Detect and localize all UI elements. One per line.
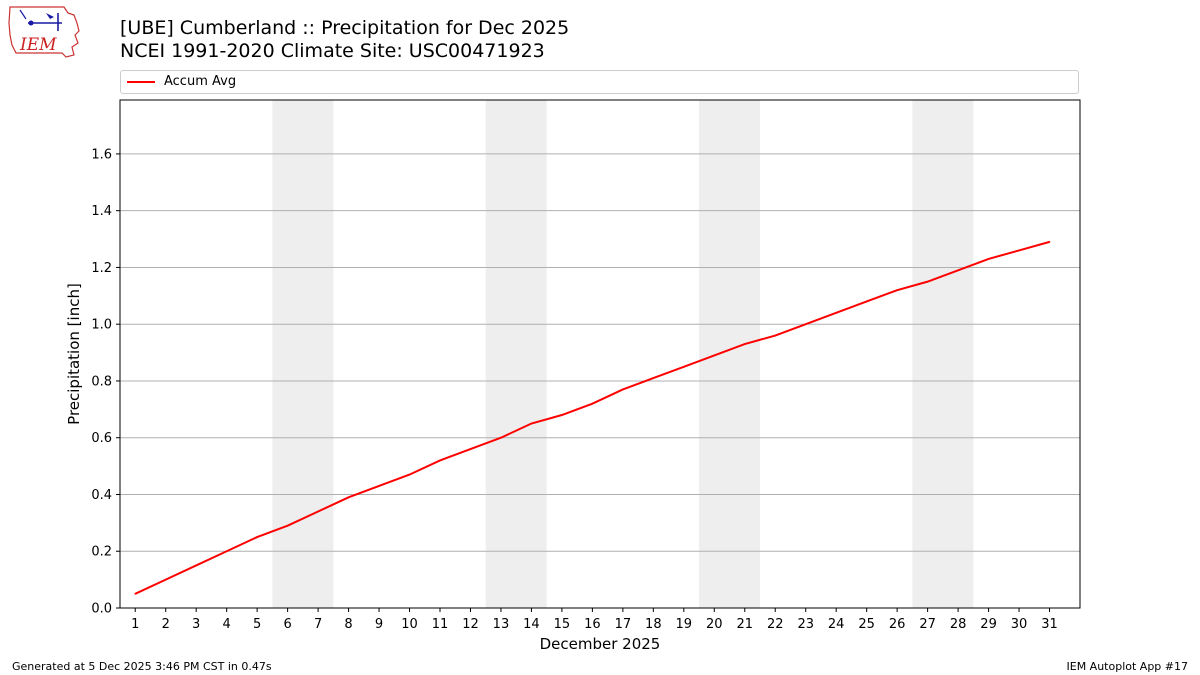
y-tick-label-3: 0.6 — [91, 431, 112, 446]
weekend-band-0 — [272, 100, 334, 608]
x-tick-label-0: 1 — [131, 617, 139, 632]
x-tick-label-3: 4 — [223, 617, 231, 632]
weekend-band-1 — [485, 100, 547, 608]
data-point-18 — [652, 377, 655, 379]
data-point-19 — [683, 365, 685, 368]
x-tick-label-9: 10 — [401, 617, 418, 632]
data-point-16 — [591, 402, 594, 405]
app-footer: IEM Autoplot App #17 — [1066, 660, 1189, 673]
iem-logo: IEM — [6, 5, 82, 63]
y-tick-label-0: 0.0 — [91, 602, 112, 617]
y-tick-label-6: 1.2 — [91, 261, 112, 276]
x-tick-label-21: 22 — [767, 617, 784, 632]
data-point-6 — [286, 524, 289, 527]
data-point-25 — [865, 300, 868, 303]
x-tick-label-6: 7 — [314, 617, 322, 632]
data-point-26 — [896, 289, 898, 291]
data-point-8 — [347, 496, 350, 499]
weekend-band-3 — [912, 100, 974, 608]
y-tick-label-5: 1.0 — [91, 318, 112, 333]
generated-footer: Generated at 5 Dec 2025 3:46 PM CST in 0… — [12, 660, 272, 673]
x-tick-label-28: 29 — [980, 617, 997, 632]
legend: Accum Avg — [120, 70, 1079, 94]
data-point-20 — [713, 354, 716, 357]
x-tick-label-11: 12 — [462, 617, 479, 632]
x-tick-label-17: 18 — [645, 617, 662, 632]
y-tick-label-7: 1.4 — [91, 204, 112, 219]
data-point-17 — [622, 388, 624, 391]
x-tick-label-13: 14 — [523, 617, 540, 632]
data-point-28 — [957, 269, 959, 272]
data-point-30 — [1018, 249, 1020, 252]
data-point-31 — [1048, 241, 1051, 243]
x-tick-label-14: 15 — [554, 617, 571, 632]
data-point-14 — [530, 422, 533, 425]
data-point-5 — [256, 536, 258, 538]
x-tick-label-5: 6 — [283, 617, 291, 632]
data-point-4 — [225, 550, 228, 553]
x-tick-label-19: 20 — [706, 617, 723, 632]
data-point-12 — [469, 448, 472, 450]
data-point-1 — [134, 593, 137, 595]
legend-label: Accum Avg — [164, 74, 237, 89]
x-tick-label-12: 13 — [493, 617, 510, 632]
x-tick-label-22: 23 — [797, 617, 814, 632]
legend-swatch — [127, 81, 155, 83]
y-tick-label-8: 1.6 — [91, 147, 112, 162]
x-tick-label-10: 11 — [432, 617, 449, 632]
y-tick-label-4: 0.8 — [91, 374, 112, 389]
y-axis-label: Precipitation [inch] — [65, 283, 83, 425]
data-point-15 — [561, 414, 563, 416]
plot-frame — [119, 99, 1081, 609]
logo-text: IEM — [19, 35, 57, 55]
x-tick-label-24: 25 — [858, 617, 875, 632]
x-tick-label-26: 27 — [919, 617, 936, 632]
x-tick-label-8: 9 — [375, 617, 383, 632]
chart-subtitle: NCEI 1991-2020 Climate Site: USC00471923 — [120, 40, 545, 62]
data-point-22 — [774, 334, 777, 337]
x-tick-label-4: 5 — [253, 617, 261, 632]
x-axis-label: December 2025 — [540, 635, 661, 653]
data-point-29 — [987, 258, 990, 260]
data-point-21 — [743, 343, 746, 345]
x-tick-label-2: 3 — [192, 617, 200, 632]
data-point-24 — [835, 312, 837, 314]
x-tick-label-25: 26 — [889, 617, 906, 632]
x-tick-label-7: 8 — [344, 617, 352, 632]
x-tick-label-15: 16 — [584, 617, 601, 632]
x-tick-label-23: 24 — [828, 617, 845, 632]
data-point-2 — [164, 578, 167, 581]
data-point-13 — [500, 436, 502, 439]
y-tick-label-1: 0.2 — [91, 545, 112, 560]
data-point-27 — [926, 280, 929, 283]
data-point-3 — [195, 564, 197, 567]
data-point-23 — [804, 323, 807, 326]
x-tick-label-30: 31 — [1041, 617, 1058, 632]
chart-title: [UBE] Cumberland :: Precipitation for De… — [120, 17, 570, 39]
data-point-10 — [408, 473, 411, 476]
x-tick-label-1: 2 — [162, 617, 170, 632]
y-tick-label-2: 0.4 — [91, 488, 112, 503]
data-point-11 — [439, 459, 441, 462]
x-tick-label-27: 28 — [950, 617, 967, 632]
x-tick-label-16: 17 — [615, 617, 632, 632]
data-point-9 — [378, 485, 380, 487]
x-tick-label-18: 19 — [676, 617, 693, 632]
x-tick-label-20: 21 — [736, 617, 753, 632]
x-tick-label-29: 30 — [1011, 617, 1028, 632]
weekend-band-2 — [699, 100, 760, 608]
data-point-7 — [317, 510, 319, 513]
